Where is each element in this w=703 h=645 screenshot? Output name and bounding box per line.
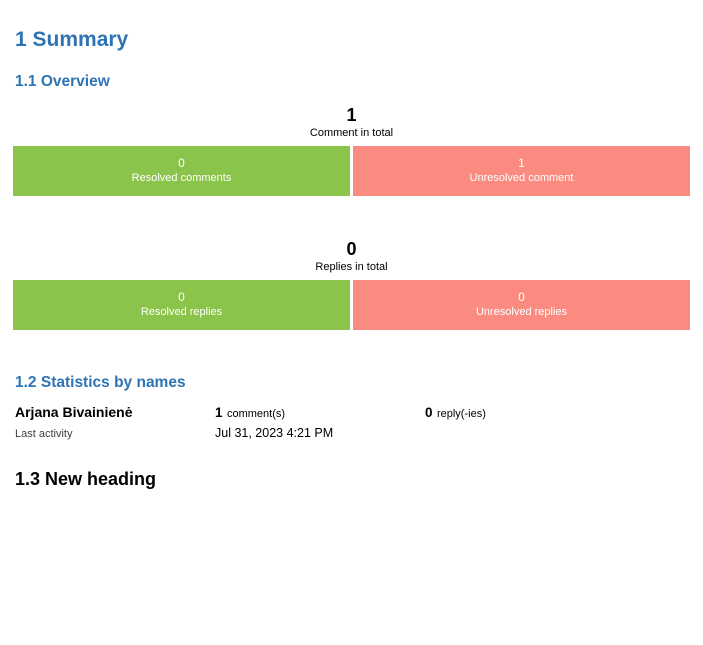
comments-overview-chart: 1 Comment in total 0 Resolved comments 1… [13,104,690,196]
author-replies-count: 0 [425,405,433,420]
heading-overview: 1.1 Overview [15,73,110,90]
resolved-comments-segment: 0 Resolved comments [13,146,350,196]
resolved-comments-label: Resolved comments [131,172,232,184]
resolved-replies-segment: 0 Resolved replies [13,280,350,330]
heading-statistics-by-names: 1.2 Statistics by names [15,374,186,391]
unresolved-replies-segment: 0 Unresolved replies [353,280,690,330]
author-comments-count: 1 [215,405,223,420]
unresolved-replies-count: 0 [518,290,525,304]
resolved-replies-count: 0 [178,290,185,304]
comments-total-value: 1 [346,105,357,125]
unresolved-comments-label: Unresolved comment [469,172,574,184]
unresolved-replies-label: Unresolved replies [475,306,568,318]
replies-total-label: Replies in total [315,261,388,273]
author-stats-row: Arjana Bivainienė 1 comment(s) 0 reply(-… [15,403,690,422]
replies-stacked-bar: 0 Resolved replies 0 Unresolved replies [13,280,690,330]
heading-new-heading: 1.3 New heading [15,469,157,489]
comments-stacked-bar: 0 Resolved comments 1 Unresolved comment [13,146,690,196]
author-name: Arjana Bivainienė [15,404,133,420]
resolved-replies-label: Resolved replies [140,306,223,318]
resolved-comments-count: 0 [178,156,185,170]
last-activity-label: Last activity [15,428,73,440]
author-replies-unit: reply(-ies) [436,408,486,420]
replies-total-value: 0 [346,239,357,259]
statistics-table: Arjana Bivainienė 1 comment(s) 0 reply(-… [15,403,690,442]
last-activity-row: Last activity Jul 31, 2023 4:21 PM [15,425,690,442]
heading-summary: 1 Summary [15,28,129,51]
comments-total-label: Comment in total [309,127,394,139]
author-comments-unit: comment(s) [226,408,286,420]
unresolved-comments-segment: 1 Unresolved comment [353,146,690,196]
author-replies-cell: 0 reply(-ies) [425,404,690,422]
replies-overview-chart: 0 Replies in total 0 Resolved replies 0 … [13,238,690,330]
author-comments-cell: 1 comment(s) [215,404,425,422]
unresolved-comments-count: 1 [518,156,525,170]
last-activity-value: Jul 31, 2023 4:21 PM [215,426,334,440]
